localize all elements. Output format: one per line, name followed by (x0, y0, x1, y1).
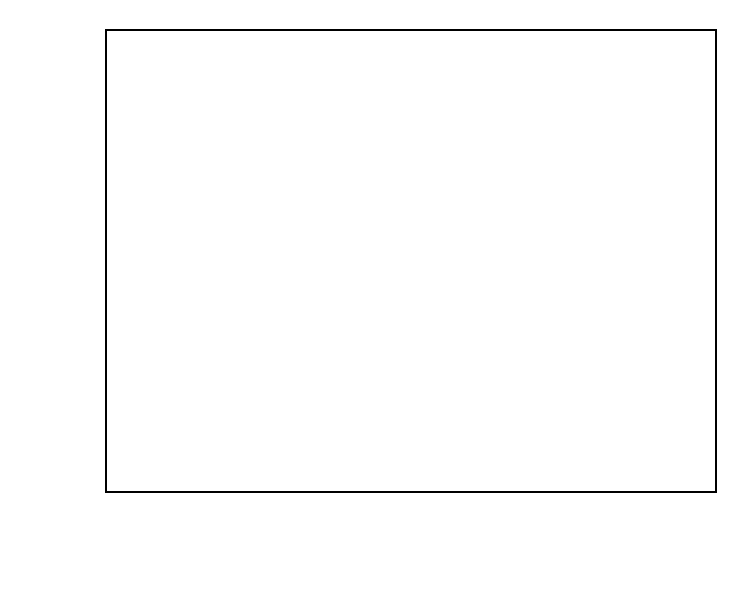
plot-frame (106, 30, 716, 492)
qcl-band-diagram (0, 0, 750, 592)
